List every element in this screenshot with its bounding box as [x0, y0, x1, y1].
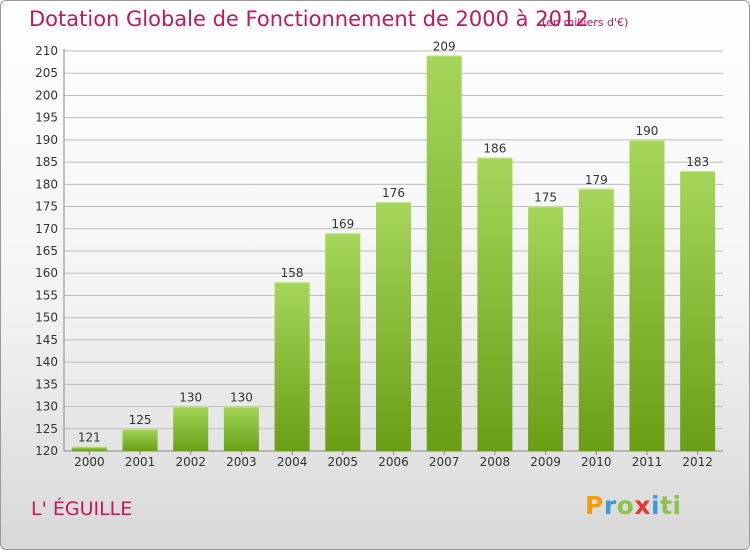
y-tick-label: 170: [35, 222, 58, 236]
x-tick-label: 2007: [429, 455, 460, 469]
x-tick-label: 2000: [74, 455, 105, 469]
x-tick-label: 2003: [226, 455, 257, 469]
y-tick-label: 155: [35, 288, 58, 302]
y-tick-label: 210: [35, 44, 58, 58]
chart-unit-note: (en milliers d'€): [542, 16, 629, 29]
y-tick-labels: 120 125 130 135 140 145 150 155 160 165 170 175 180 1…: [35, 44, 58, 458]
y-tick-label: 135: [35, 377, 58, 391]
y-tick-label: 165: [35, 244, 58, 258]
x-tick-label: 2001: [125, 455, 156, 469]
value-label: 179: [585, 173, 608, 187]
x-tick-label: 2012: [682, 455, 713, 469]
bar-2006: [376, 202, 411, 451]
bar-2011: [629, 139, 665, 451]
y-tick-label: 190: [35, 133, 58, 147]
y-tick-label: 180: [35, 177, 58, 191]
bar-2002: [173, 406, 209, 451]
value-label: 176: [382, 186, 405, 200]
bar-2008: [477, 157, 513, 451]
bar-2000: [71, 446, 107, 451]
y-tick-label: 195: [35, 111, 58, 125]
y-tick-label: 150: [35, 311, 58, 325]
x-tick-label: 2002: [175, 455, 206, 469]
bar-2001: [122, 428, 158, 451]
y-tick-label: 145: [35, 333, 58, 347]
x-tick-label: 2004: [277, 455, 308, 469]
value-label: 125: [129, 413, 152, 427]
bar-2012: [680, 171, 716, 451]
chart-title: Dotation Globale de Fonctionnement de 20…: [29, 7, 589, 31]
commune-name: L' ÉGUILLE: [31, 498, 133, 520]
value-label: 186: [483, 142, 506, 156]
value-label: 121: [78, 431, 101, 445]
x-tick-label: 2006: [378, 455, 409, 469]
x-tick-label: 2009: [530, 455, 561, 469]
x-tick-label: 2005: [328, 455, 359, 469]
bar-2003: [223, 406, 259, 451]
x-tick-label: 2008: [480, 455, 511, 469]
value-label: 209: [433, 39, 456, 53]
x-tick-label: 2010: [581, 455, 612, 469]
y-tick-label: 175: [35, 200, 58, 214]
value-label: 183: [686, 155, 709, 169]
y-tick-label: 205: [35, 66, 58, 80]
value-label: 190: [636, 124, 659, 138]
y-tick-label: 130: [35, 400, 58, 414]
value-label: 158: [281, 266, 304, 280]
value-label: 130: [230, 391, 253, 405]
bar-2007: [426, 55, 462, 451]
bar-2005: [325, 233, 361, 451]
bars: [71, 55, 716, 451]
y-tick-label: 185: [35, 155, 58, 169]
bar-2010: [578, 188, 614, 451]
x-tick-label: 2011: [632, 455, 663, 469]
value-label: 175: [534, 191, 557, 205]
value-label: 169: [331, 217, 354, 231]
proxiti-logo: Proxiti: [585, 491, 682, 520]
y-tick-label: 200: [35, 88, 58, 102]
value-labels: 121 125 130 130 158 169 176 209 186 175 179 190 183: [78, 39, 709, 444]
bar-2004: [274, 282, 310, 451]
value-label: 130: [179, 391, 202, 405]
y-tick-label: 160: [35, 266, 58, 280]
bar-2009: [528, 206, 564, 451]
y-tick-label: 140: [35, 355, 58, 369]
y-tick-label: 120: [35, 444, 58, 458]
x-tick-labels: 2000 2001 2002 2003 2004 2005 2006 2007 2008 2009…: [74, 455, 713, 469]
y-tick-label: 125: [35, 422, 58, 436]
